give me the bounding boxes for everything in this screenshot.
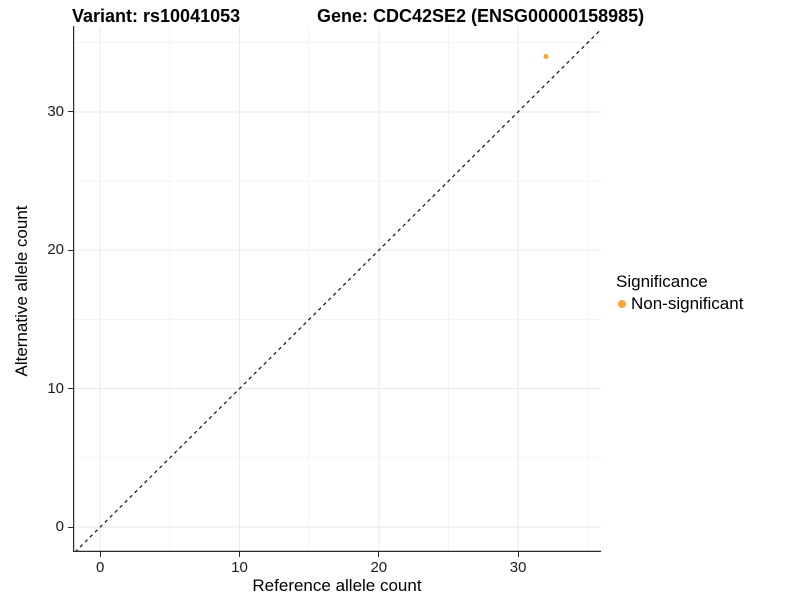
plot-panel [73, 26, 601, 552]
point-swatch-icon [618, 299, 626, 308]
gene-title: Gene: CDC42SE2 (ENSG00000158985) [317, 6, 645, 26]
y-tick-label: 20 [47, 241, 64, 259]
x-tick-mark [238, 552, 240, 557]
y-tick-label: 30 [47, 102, 64, 120]
legend-title: Significance [616, 272, 708, 291]
y-tick-mark [68, 526, 73, 528]
x-tick-label: 10 [231, 559, 248, 576]
x-tick-mark [378, 552, 380, 557]
x-axis-title: Reference allele count [252, 576, 422, 595]
x-tick-label: 20 [370, 559, 388, 576]
x-tick-label: 30 [509, 559, 527, 576]
legend: Significance Non-significant [614, 271, 796, 314]
x-tick-label: 0 [95, 559, 105, 576]
x-tick-mark [517, 552, 519, 557]
data-point [543, 53, 549, 59]
y-tick-label: 10 [47, 379, 64, 397]
y-axis-title: Alternative allele count [12, 205, 31, 377]
scatter-plot-canvas [73, 26, 601, 552]
y-tick-label: 0 [55, 518, 64, 536]
legend-item: Non-significant [614, 293, 796, 314]
legend-item-label: Non-significant [631, 294, 744, 313]
x-tick-mark [99, 552, 101, 557]
y-tick-mark [68, 249, 73, 251]
variant-title: Variant: rs10041053 [72, 6, 241, 26]
y-tick-mark [68, 111, 73, 113]
identity-line [74, 29, 601, 552]
y-tick-mark [68, 388, 73, 390]
